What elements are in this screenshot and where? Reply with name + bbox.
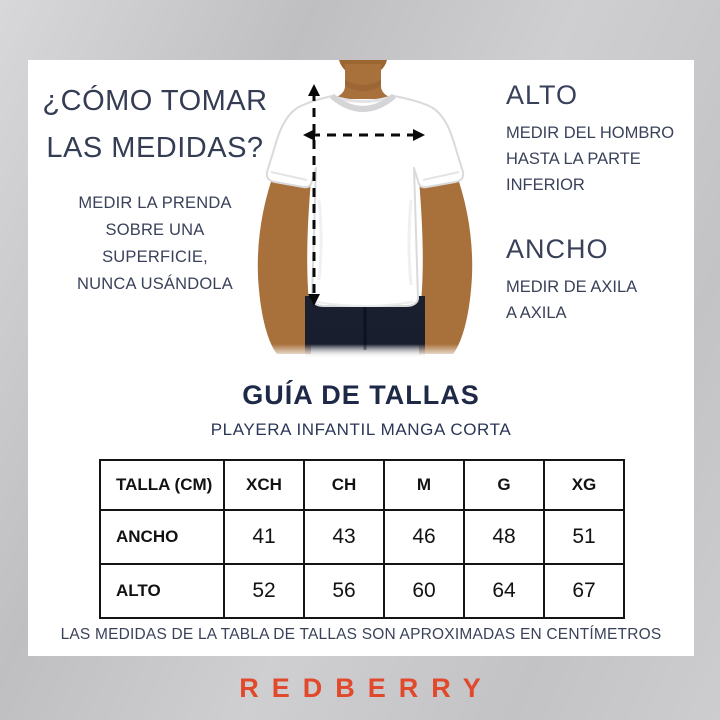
note-line: SUPERFICIE, bbox=[102, 248, 208, 266]
col-header-m: M bbox=[383, 459, 465, 511]
col-header-xch: XCH bbox=[223, 459, 305, 511]
child-arms bbox=[257, 170, 473, 354]
alto-desc-line: HASTA LA PARTE bbox=[506, 150, 641, 168]
alto-desc-line: INFERIOR bbox=[506, 176, 585, 194]
height-arrow-icon bbox=[308, 84, 320, 306]
ancho-g: 48 bbox=[463, 509, 545, 565]
ancho-desc-line: A AXILA bbox=[506, 304, 567, 322]
alto-m: 60 bbox=[383, 563, 465, 619]
alto-instruction: ALTO MEDIR DEL HOMBRO HASTA LA PARTE INF… bbox=[506, 80, 686, 198]
table-row-ancho: ANCHO 41 43 46 48 51 bbox=[99, 509, 625, 565]
ancho-ch: 43 bbox=[303, 509, 385, 565]
col-header-ch: CH bbox=[303, 459, 385, 511]
child-tshirt-photo bbox=[253, 60, 487, 358]
brand-logo: REDBERRY bbox=[239, 672, 494, 703]
size-guide-title: GUÍA DE TALLAS bbox=[242, 380, 480, 410]
alto-ch: 56 bbox=[303, 563, 385, 619]
row-label-ancho: ANCHO bbox=[99, 509, 225, 565]
ancho-desc-line: MEDIR DE AXILA bbox=[506, 278, 638, 296]
col-header-xg: XG bbox=[543, 459, 625, 511]
alto-description: MEDIR DEL HOMBRO HASTA LA PARTE INFERIOR bbox=[506, 120, 686, 198]
brand-footer: REDBERRY bbox=[0, 656, 720, 720]
ancho-m: 46 bbox=[383, 509, 465, 565]
table-row-alto: ALTO 52 56 60 64 67 bbox=[99, 563, 625, 619]
size-guide-subtitle: PLAYERA INFANTIL MANGA CORTA bbox=[210, 420, 512, 439]
how-to-measure-title-line1: ¿CÓMO TOMAR bbox=[42, 85, 268, 117]
ancho-title: ANCHO bbox=[506, 234, 609, 264]
alto-xch: 52 bbox=[223, 563, 305, 619]
alto-g: 64 bbox=[463, 563, 545, 619]
alto-xg: 67 bbox=[543, 563, 625, 619]
how-to-measure-title: ¿CÓMO TOMAR LAS MEDIDAS? bbox=[38, 78, 272, 172]
width-arrow-icon bbox=[303, 129, 425, 141]
ancho-instruction: ANCHO MEDIR DE AXILA A AXILA bbox=[506, 234, 686, 326]
child-neck bbox=[331, 60, 395, 99]
measurements-disclaimer: LAS MEDIDAS DE LA TABLA DE TALLAS SON AP… bbox=[60, 626, 662, 643]
note-line: SOBRE UNA bbox=[105, 221, 205, 239]
how-to-measure-title-line2: LAS MEDIDAS? bbox=[46, 132, 264, 164]
white-tshirt bbox=[265, 93, 465, 307]
ancho-xch: 41 bbox=[223, 509, 305, 565]
size-table: TALLA (CM) XCH CH M G XG ANCHO 41 43 46 … bbox=[99, 459, 625, 619]
col-header-g: G bbox=[463, 459, 545, 511]
note-line: NUNCA USÁNDOLA bbox=[77, 275, 233, 293]
col-header-talla: TALLA (CM) bbox=[99, 459, 225, 511]
how-to-measure-note: MEDIR LA PRENDA SOBRE UNA SUPERFICIE, NU… bbox=[50, 190, 260, 298]
row-label-alto: ALTO bbox=[99, 563, 225, 619]
ancho-description: MEDIR DE AXILA A AXILA bbox=[506, 274, 686, 326]
content-card: ¿CÓMO TOMAR LAS MEDIDAS? MEDIR LA PRENDA… bbox=[28, 60, 694, 656]
alto-title: ALTO bbox=[506, 80, 579, 110]
photo-bottom-fade bbox=[253, 344, 487, 358]
alto-desc-line: MEDIR DEL HOMBRO bbox=[506, 124, 675, 142]
note-line: MEDIR LA PRENDA bbox=[78, 194, 232, 212]
size-table-header-row: TALLA (CM) XCH CH M G XG bbox=[99, 459, 625, 511]
ancho-xg: 51 bbox=[543, 509, 625, 565]
